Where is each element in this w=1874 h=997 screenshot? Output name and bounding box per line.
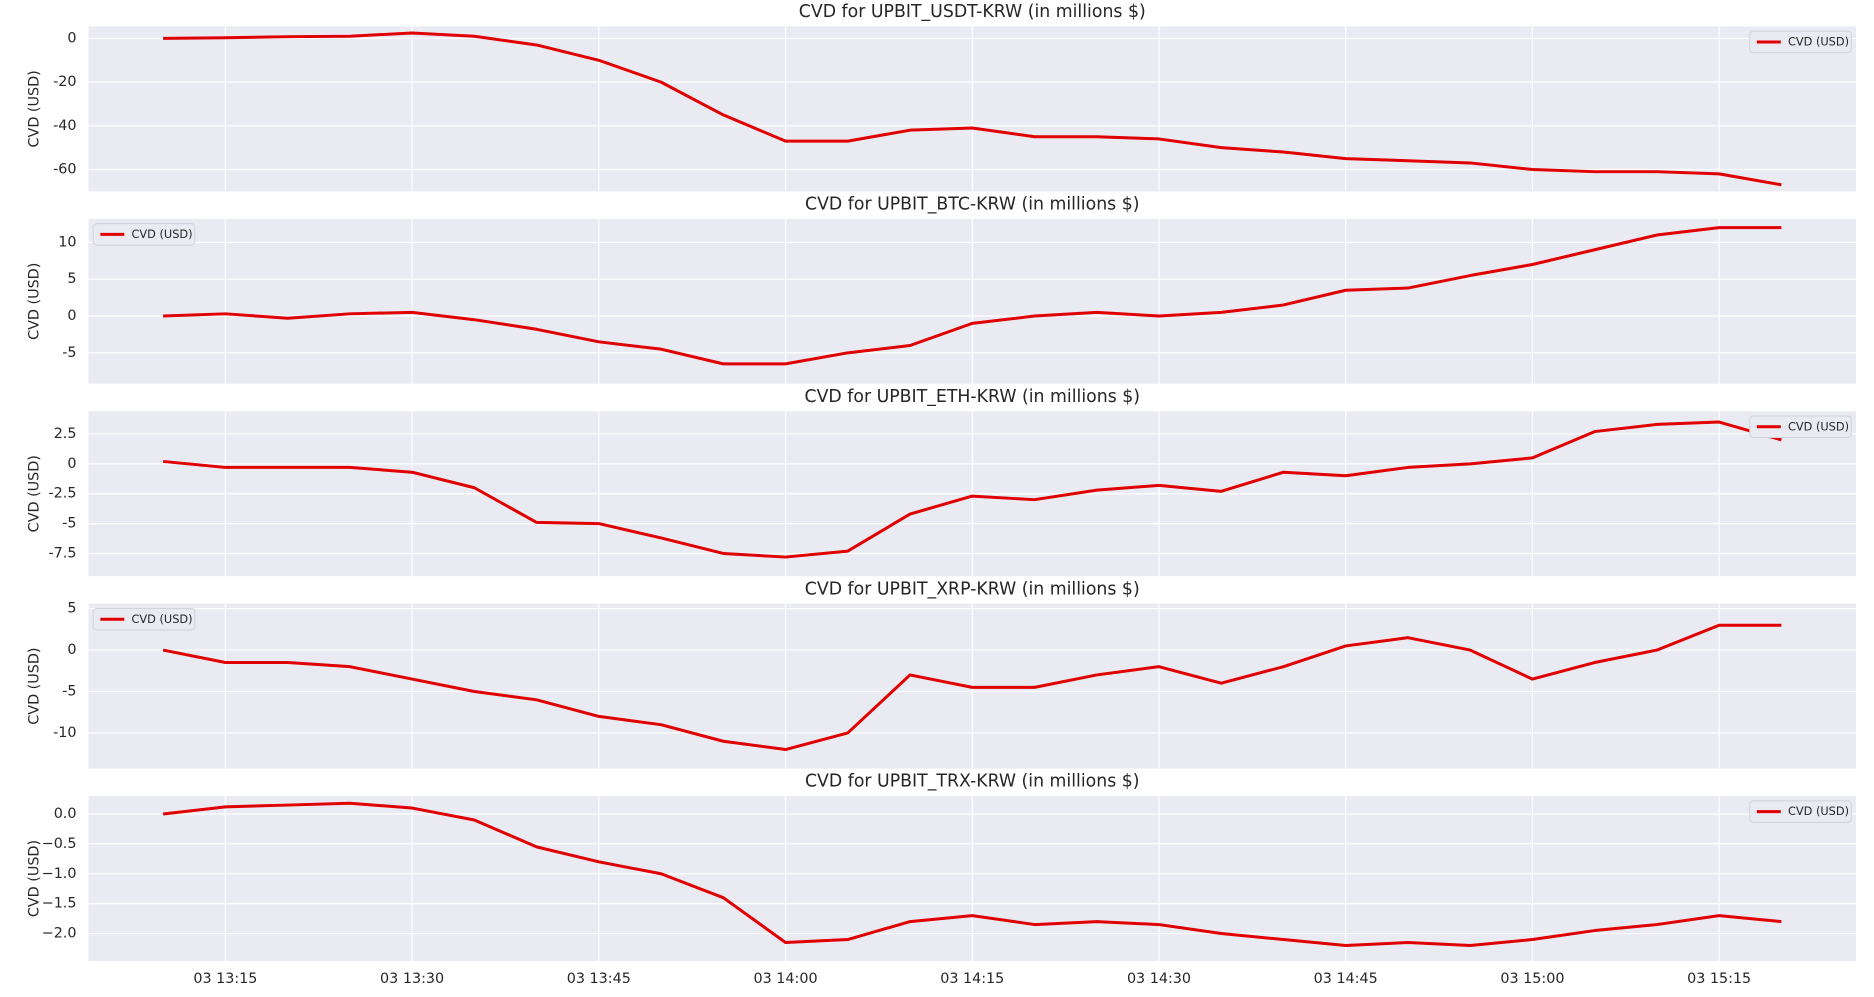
legend-box <box>92 223 196 246</box>
chart-title: CVD for UPBIT_XRP-KRW (in millions $) <box>805 579 1140 599</box>
chart-title: CVD for UPBIT_BTC-KRW (in millions $) <box>805 194 1139 214</box>
x-tick-label: 03 14:15 <box>940 971 1004 987</box>
y-tick-label: 0 <box>67 30 76 46</box>
cvd-line <box>162 420 1782 559</box>
y-tick-label: 5 <box>67 601 76 617</box>
cvd-line <box>163 226 1782 366</box>
y-tick-label: -20 <box>53 74 76 90</box>
y-tick-label: 0.0 <box>54 806 77 822</box>
y-tick-label: -5 <box>62 345 76 361</box>
y-tick-label: −1.5 <box>42 896 77 912</box>
x-tick-label: 03 13:15 <box>193 971 257 987</box>
cvd-line <box>162 623 1782 752</box>
y-tick-label: 0 <box>67 456 76 472</box>
y-tick-label: -40 <box>53 118 76 134</box>
y-axis-label: CVD (USD) <box>27 70 43 147</box>
x-tick-label: 03 15:00 <box>1500 971 1564 987</box>
legend-label: CVD (USD) <box>131 227 192 241</box>
y-tick-label: −2.0 <box>42 926 77 942</box>
legend-label: CVD (USD) <box>1788 419 1849 433</box>
x-tick-label: 03 13:45 <box>567 971 631 987</box>
x-tick-label: 03 14:30 <box>1127 971 1191 987</box>
y-tick-label: -7.5 <box>49 545 77 561</box>
y-tick-label: 10 <box>58 234 76 250</box>
legend-box <box>1749 30 1852 54</box>
y-tick-label: -5 <box>62 684 76 700</box>
y-tick-label: -10 <box>53 725 76 741</box>
chart-title: CVD for UPBIT_ETH-KRW (in millions $) <box>805 387 1140 407</box>
chart-title: CVD for UPBIT_USDT-KRW (in millions $) <box>799 2 1146 22</box>
y-tick-label: 5 <box>67 271 76 287</box>
legend-box <box>1749 800 1852 823</box>
y-axis-label: CVD (USD) <box>27 648 43 725</box>
x-tick-label: 03 15:15 <box>1687 971 1751 987</box>
x-tick-label: 03 14:00 <box>753 971 817 987</box>
legend-box <box>1749 415 1852 439</box>
cvd-line <box>162 801 1782 947</box>
x-tick-label: 03 13:30 <box>380 971 444 987</box>
y-axis-label: CVD (USD) <box>27 263 43 340</box>
y-tick-label: 2.5 <box>54 426 77 442</box>
chart-title: CVD for UPBIT_TRX-KRW (in millions $) <box>805 772 1140 792</box>
legend-label: CVD (USD) <box>1788 35 1849 49</box>
y-tick-label: −0.5 <box>42 836 77 852</box>
legend-label: CVD (USD) <box>1788 804 1849 818</box>
y-axis-label: CVD (USD) <box>27 455 43 532</box>
y-tick-label: 0 <box>67 308 76 324</box>
cvd-line <box>163 31 1782 187</box>
x-tick-label: 03 14:45 <box>1314 971 1378 987</box>
y-tick-label: 0 <box>67 642 76 658</box>
y-tick-label: -60 <box>53 162 76 178</box>
y-tick-label: -5 <box>62 516 76 532</box>
legend-label: CVD (USD) <box>131 612 192 626</box>
y-tick-label: −1.0 <box>42 866 77 882</box>
y-axis-label: CVD (USD) <box>27 840 43 917</box>
legend-box <box>92 607 196 631</box>
y-tick-label: -2.5 <box>49 486 77 502</box>
